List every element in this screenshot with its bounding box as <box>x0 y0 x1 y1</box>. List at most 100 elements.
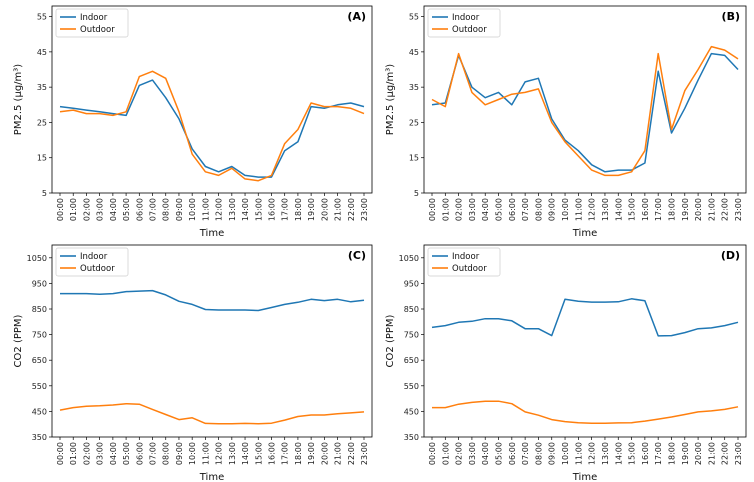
x-tick-label: 17:00 <box>654 198 663 221</box>
x-tick-label: 18:00 <box>667 442 676 465</box>
x-tick-label: 18:00 <box>294 198 303 221</box>
x-tick-label: 12:00 <box>215 442 224 465</box>
legend: Indoor Outdoor <box>427 247 501 277</box>
series-line-outdoor <box>432 400 739 424</box>
legend-label-outdoor: Outdoor <box>80 264 115 274</box>
y-tick-label: 5 <box>42 189 47 198</box>
legend-label-outdoor: Outdoor <box>452 25 487 35</box>
x-tick-label: 19:00 <box>307 442 316 465</box>
y-axis-label: PM2.5 (µg/m³) <box>385 64 396 135</box>
x-tick-label: 20:00 <box>320 198 329 221</box>
legend-label-indoor: Indoor <box>452 252 480 262</box>
x-tick-label: 00:00 <box>428 198 437 221</box>
x-tick-label: 10:00 <box>561 198 570 221</box>
x-tick-label: 03:00 <box>468 198 477 221</box>
y-tick-label: 35 <box>409 83 419 92</box>
x-tick-label: 22:00 <box>347 198 356 221</box>
x-tick-label: 23:00 <box>734 198 743 221</box>
x-tick-label: 22:00 <box>347 442 356 465</box>
y-tick-label: 1050 <box>399 254 419 263</box>
x-tick-label: 06:00 <box>135 198 144 221</box>
x-tick-label: 19:00 <box>681 442 690 465</box>
x-tick-label: 00:00 <box>56 442 65 465</box>
legend-label-outdoor: Outdoor <box>80 25 115 35</box>
x-tick-label: 05:00 <box>495 442 504 465</box>
x-tick-label: 07:00 <box>521 442 530 465</box>
x-tick-label: 08:00 <box>162 198 171 221</box>
series-line-indoor <box>431 52 739 173</box>
x-tick-label: 14:00 <box>241 442 250 465</box>
x-tick-label: 12:00 <box>588 442 597 465</box>
x-tick-label: 16:00 <box>267 198 276 221</box>
y-axis-label: CO2 (PPM) <box>13 314 24 367</box>
x-tick-label: 15:00 <box>254 198 263 221</box>
x-tick-label: 15:00 <box>254 442 263 465</box>
x-tick-label: 13:00 <box>601 198 610 221</box>
x-tick-label: 14:00 <box>241 198 250 221</box>
x-tick-label: 17:00 <box>654 442 663 465</box>
y-tick-label: 750 <box>404 331 419 340</box>
plot-area <box>423 244 747 438</box>
x-tick-label: 10:00 <box>188 198 197 221</box>
y-axis-label: PM2.5 (µg/m³) <box>13 64 24 135</box>
x-tick-label: 07:00 <box>521 198 530 221</box>
x-tick-label: 12:00 <box>588 198 597 221</box>
x-tick-label: 02:00 <box>82 442 91 465</box>
x-tick-label: 09:00 <box>548 198 557 221</box>
y-tick-label: 45 <box>409 48 419 57</box>
y-tick-label: 950 <box>32 279 47 288</box>
series-line-indoor <box>431 298 739 337</box>
x-tick-label: 09:00 <box>548 442 557 465</box>
x-tick-label: 05:00 <box>495 198 504 221</box>
x-tick-label: 02:00 <box>455 198 464 221</box>
x-tick-label: 20:00 <box>694 198 703 221</box>
x-tick-label: 22:00 <box>721 198 730 221</box>
y-tick-label: 350 <box>32 433 47 442</box>
x-tick-label: 08:00 <box>534 442 543 465</box>
x-tick-label: 07:00 <box>149 198 158 221</box>
x-tick-label: 00:00 <box>428 442 437 465</box>
chart-panel-3: 350 450 550 650 750 850 950 1050 00:00 01:00 02:00… <box>13 244 373 482</box>
x-tick-label: 20:00 <box>694 442 703 465</box>
x-tick-label: 17:00 <box>281 442 290 465</box>
x-tick-label: 13:00 <box>228 442 237 465</box>
y-tick-label: 750 <box>32 331 47 340</box>
x-tick-label: 06:00 <box>508 442 517 465</box>
x-tick-label: 05:00 <box>122 198 131 221</box>
series-line-indoor <box>60 289 365 312</box>
y-tick-label: 650 <box>404 356 419 365</box>
x-tick-label: 23:00 <box>360 442 369 465</box>
x-tick-label: 12:00 <box>215 198 224 221</box>
x-tick-label: 03:00 <box>96 442 105 465</box>
x-tick-label: 11:00 <box>201 442 210 465</box>
y-tick-label: 35 <box>37 83 47 92</box>
x-tick-label: 07:00 <box>149 442 158 465</box>
y-tick-label: 550 <box>32 382 47 391</box>
legend-box <box>427 8 501 38</box>
y-tick-label: 950 <box>404 279 419 288</box>
legend-label-indoor: Indoor <box>452 13 480 23</box>
legend-box <box>427 247 501 277</box>
x-tick-label: 14:00 <box>614 442 623 465</box>
x-tick-label: 20:00 <box>320 442 329 465</box>
x-tick-label: 01:00 <box>69 198 78 221</box>
x-tick-label: 19:00 <box>307 198 316 221</box>
y-tick-label: 5 <box>414 189 419 198</box>
legend: Indoor Outdoor <box>55 8 129 38</box>
x-tick-label: 02:00 <box>82 198 91 221</box>
y-tick-label: 55 <box>37 13 47 22</box>
x-tick-label: 21:00 <box>334 198 343 221</box>
x-tick-label: 10:00 <box>188 442 197 465</box>
x-axis-label: Time <box>199 472 224 482</box>
x-tick-label: 16:00 <box>267 442 276 465</box>
y-tick-label: 45 <box>37 48 47 57</box>
x-tick-label: 23:00 <box>734 442 743 465</box>
x-tick-label: 16:00 <box>641 198 650 221</box>
x-tick-label: 13:00 <box>601 442 610 465</box>
x-tick-label: 16:00 <box>641 442 650 465</box>
x-tick-label: 01:00 <box>69 442 78 465</box>
legend: Indoor Outdoor <box>55 247 129 277</box>
y-tick-label: 1050 <box>27 254 47 263</box>
legend: Indoor Outdoor <box>427 8 501 38</box>
